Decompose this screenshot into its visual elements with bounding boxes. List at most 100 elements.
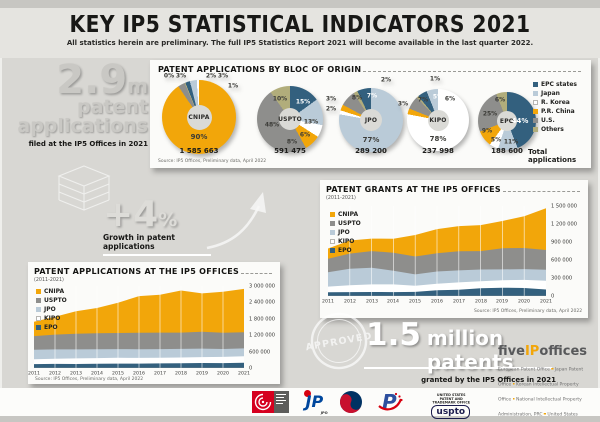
pie-percent-label: 6% <box>444 95 456 103</box>
bloc-legend-item: P.R. China <box>533 107 577 116</box>
pie-total-value: 1 585 663 <box>179 147 219 155</box>
y-tick-label: 0 <box>249 365 253 371</box>
pie-percent-label: 7% <box>417 96 429 104</box>
pie-percent-label: 2% <box>325 105 337 113</box>
chart-legend-item: KIPO <box>36 314 67 323</box>
x-tick-label: 2015 <box>409 298 422 305</box>
pie-percent-label: 6% <box>299 131 311 139</box>
legend-swatch <box>36 298 41 303</box>
bloc-of-origin-panel: PATENT APPLICATIONS BY BLOC OF ORIGIN CN… <box>150 60 591 168</box>
x-tick-label: 2021 <box>238 370 250 377</box>
pie-percent-label: 2% <box>380 76 392 84</box>
growth-arrow-icon <box>206 192 266 250</box>
svg-text:APPROVED: APPROVED <box>305 331 374 354</box>
x-tick-label: 2011 <box>322 298 334 305</box>
grants-value: 1.5 <box>366 317 421 353</box>
title-rule <box>241 273 272 274</box>
x-tick-label: 2017 <box>154 370 166 377</box>
pie-percent-label: 5% <box>432 93 444 101</box>
title-rule <box>363 71 581 72</box>
pie-percent-label: 77% <box>362 136 380 144</box>
legend-swatch <box>533 109 538 114</box>
bloc-panel-title: PATENT APPLICATIONS BY BLOC OF ORIGIN <box>158 65 362 74</box>
chart-legend-item: EPO <box>330 246 361 255</box>
y-tick-label: 1 200 000 <box>249 332 275 339</box>
x-tick-label: 2020 <box>518 298 531 305</box>
epo-logo-icon <box>251 391 289 413</box>
x-tick-label: 2019 <box>196 370 208 377</box>
pie-total-value: 591 475 <box>274 147 306 155</box>
footer: JP JPO P UNITED STATES PATENT AND TRADEMAR… <box>0 345 600 419</box>
pie-total-value: 237 998 <box>422 147 454 155</box>
jpo-sun-dot <box>303 390 311 397</box>
office-name: National Intellectual Property Administr… <box>498 396 582 417</box>
pie-center-label: USPTO <box>278 108 302 130</box>
applications-chart-plot <box>34 286 244 369</box>
pie-center-label: CNIPA <box>186 104 212 130</box>
pie-percent-label: 3% <box>397 100 409 108</box>
pie-percent-label: 25% <box>482 110 498 118</box>
chart-legend-item: KIPO <box>330 237 361 246</box>
fiveipoffices-brand: fiveIPoffices European Patent Office Japa… <box>498 345 590 422</box>
grants-caption: granted by the IP5 Offices in 2021 <box>421 376 556 384</box>
grants-chart-source: Source: IP5 Offices, Preliminary data, A… <box>473 308 582 314</box>
jpo-monogram: JP <box>305 392 324 411</box>
x-tick-label: 2012 <box>49 370 61 377</box>
x-tick-label: 2018 <box>175 370 187 377</box>
x-tick-label: 2014 <box>387 298 400 305</box>
grants-chart-yaxis: 0 300 000 600 000 900 000 1 200 000 1 500 000 <box>548 203 582 299</box>
y-tick-label: 600 000 <box>249 348 271 355</box>
office-name: European Patent Office <box>498 366 550 372</box>
x-tick-label: 2021 <box>540 298 552 305</box>
x-tick-label: 2012 <box>343 298 356 305</box>
pie-percent-label: 13% <box>303 118 319 126</box>
cnipa-logo-icon: P <box>377 390 403 414</box>
applications-highlight: 2.9m patent applications filed at the IP… <box>14 60 148 148</box>
applications-caption: filed at the IP5 Offices in 2021 <box>28 139 148 148</box>
x-tick-label: 2011 <box>28 370 40 377</box>
pie-percent-label: 6% <box>494 96 506 104</box>
chart-legend-item: CNIPA <box>36 287 67 296</box>
legend-swatch <box>533 91 538 96</box>
pie-percent-label: 3% <box>325 95 337 103</box>
pie-center-label: EPO <box>497 111 517 131</box>
grants-label: million patents <box>426 326 514 374</box>
pie-jpo: JPO 3% 2% 8% 7% 2% 77% <box>326 77 403 152</box>
pie-percent-label: 11% <box>503 138 519 146</box>
pie-center-label: KIPO <box>427 109 449 131</box>
bloc-legend: EPC states Japan R. Korea P.R. China U.S. Oth… <box>533 80 577 134</box>
x-tick-label: 2016 <box>431 298 443 305</box>
kipo-logo-icon <box>339 391 362 413</box>
grants-underline <box>364 367 552 369</box>
applications-chart-subtitle: (2011-2021) <box>34 277 64 283</box>
uspto-badge: uspto <box>431 404 471 419</box>
y-tick-label: 1 500 000 <box>551 203 577 209</box>
growth-caption: Growth in patent applications <box>103 233 176 252</box>
x-tick-label: 2015 <box>112 370 124 377</box>
x-tick-label: 2013 <box>70 370 82 377</box>
grants-chart-plot <box>328 206 546 297</box>
applications-chart-xaxis: 2011 2012 2013 2014 2015 2016 2017 2018 2019 2020… <box>28 370 250 378</box>
fiveipoffices-office-list: European Patent Office Japan Patent Offic… <box>498 359 588 422</box>
legend-swatch <box>533 118 538 123</box>
pie-percent-label: 44% <box>511 117 529 125</box>
pie-kipo: KIPO 3% 7% 1% 5% 6% 78% <box>398 76 469 151</box>
header: KEY IP5 STATISTICAL INDICATORS 2021 All … <box>0 8 600 58</box>
applications-word-1: patent <box>77 96 148 118</box>
pie-percent-label: 3% <box>175 72 187 80</box>
pie-percent-label: 2% <box>205 72 217 80</box>
approved-stamp: APPROVED <box>305 312 374 370</box>
pie-percent-label: 1% <box>227 82 239 90</box>
pie-percent-label: 78% <box>429 135 447 143</box>
jpo-logo-icon: JP JPO <box>303 390 328 415</box>
page-subtitle: All statistics herein are preliminary. T… <box>66 39 534 47</box>
chart-legend-item: JPO <box>330 228 361 237</box>
grants-highlight: 1.5 million patents granted by the IP5 O… <box>366 317 556 385</box>
pie-percent-label: 10% <box>272 95 288 103</box>
title-rule <box>503 191 580 192</box>
pie-epo: EPO 6% 44% 11% 5% 9% 25% <box>478 92 536 150</box>
bloc-panel-source: Source: IP5 Offices, Preliminary data, A… <box>158 158 267 164</box>
pie-percent-label: 7% <box>366 92 378 100</box>
grants-chart-xaxis: 2011 2012 2013 2014 2015 2016 2017 2018 2019 2020… <box>322 298 552 306</box>
